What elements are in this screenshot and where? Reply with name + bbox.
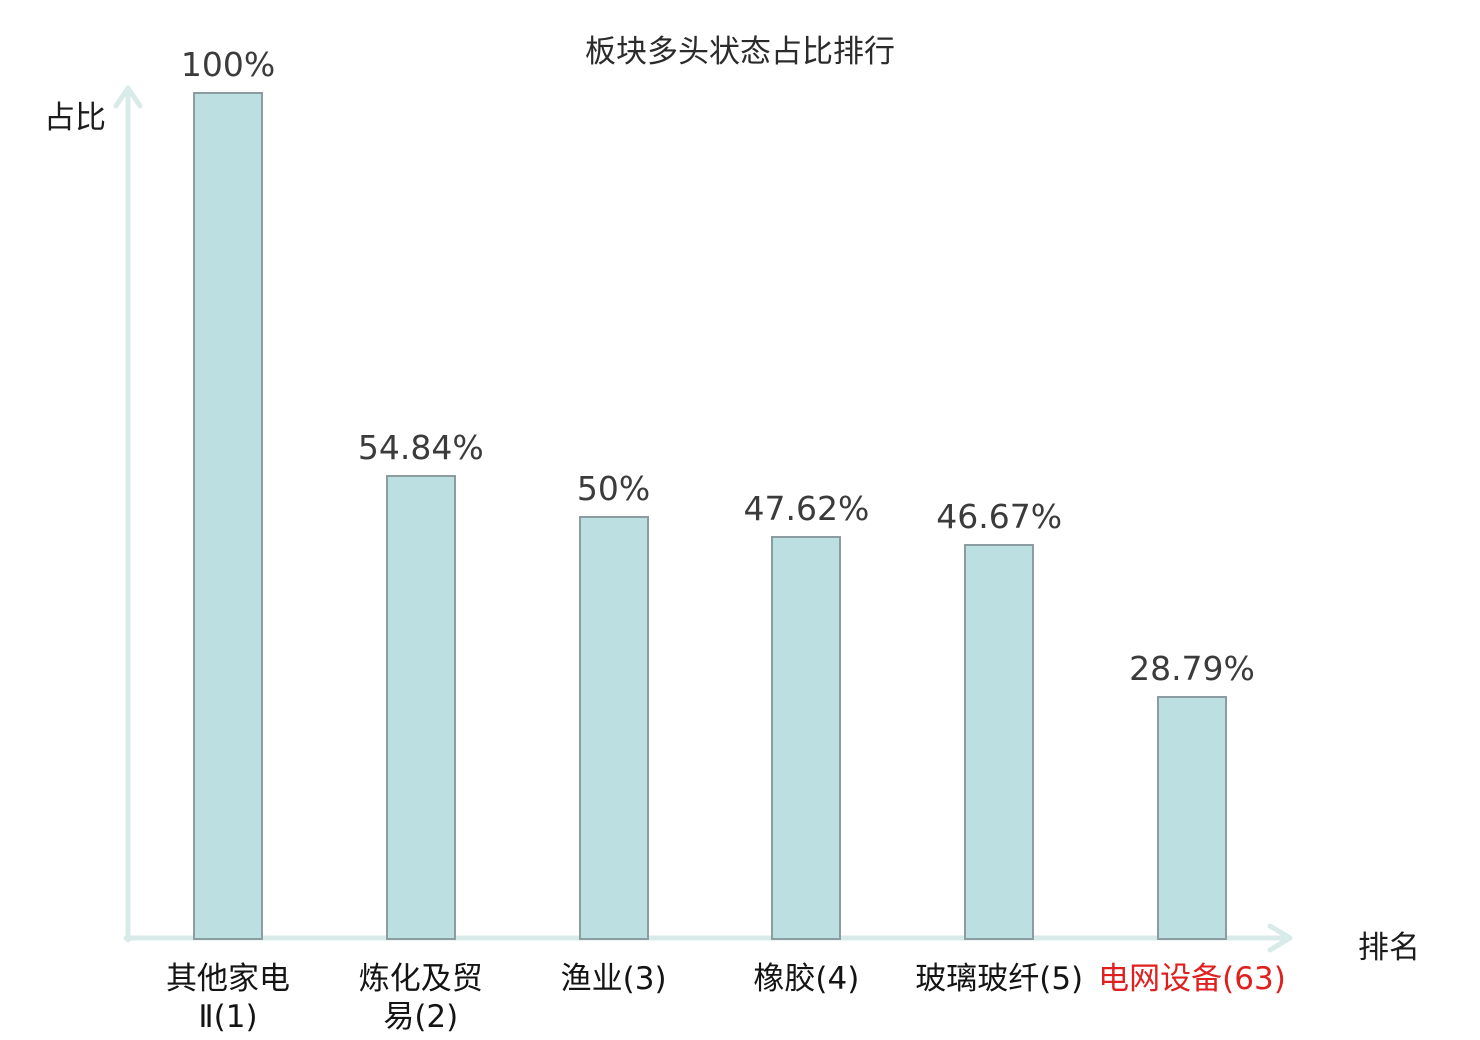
bar-2 <box>385 475 456 940</box>
category-label-5: 玻璃玻纤(5) <box>915 961 1084 997</box>
value-label-3: 50% <box>576 469 651 508</box>
category-label-2: 炼化及贸 易(2) <box>358 961 483 1035</box>
y-axis-label: 占比 <box>44 100 106 136</box>
x-axis-arrow-icon <box>1267 923 1293 953</box>
y-axis-arrow-icon <box>113 85 143 109</box>
category-label-6: 电网设备(63) <box>1098 961 1286 997</box>
value-label-1: 100% <box>180 45 276 84</box>
chart-title: 板块多头状态占比排行 <box>585 34 895 70</box>
bar-5 <box>964 544 1035 940</box>
category-label-3: 渔业(3) <box>560 961 667 997</box>
category-label-1: 其他家电 Ⅱ(1) <box>166 961 290 1035</box>
bar-4 <box>771 536 842 940</box>
category-label-4: 橡胶(4) <box>753 961 860 997</box>
x-axis-label: 排名 <box>1358 930 1420 966</box>
value-label-6: 28.79% <box>1129 649 1255 688</box>
bar-1 <box>193 92 263 940</box>
bar-3 <box>578 516 649 940</box>
value-label-2: 54.84% <box>357 428 484 467</box>
value-label-5: 46.67% <box>936 497 1063 536</box>
value-label-4: 47.62% <box>743 489 870 528</box>
bar-6 <box>1157 696 1227 940</box>
